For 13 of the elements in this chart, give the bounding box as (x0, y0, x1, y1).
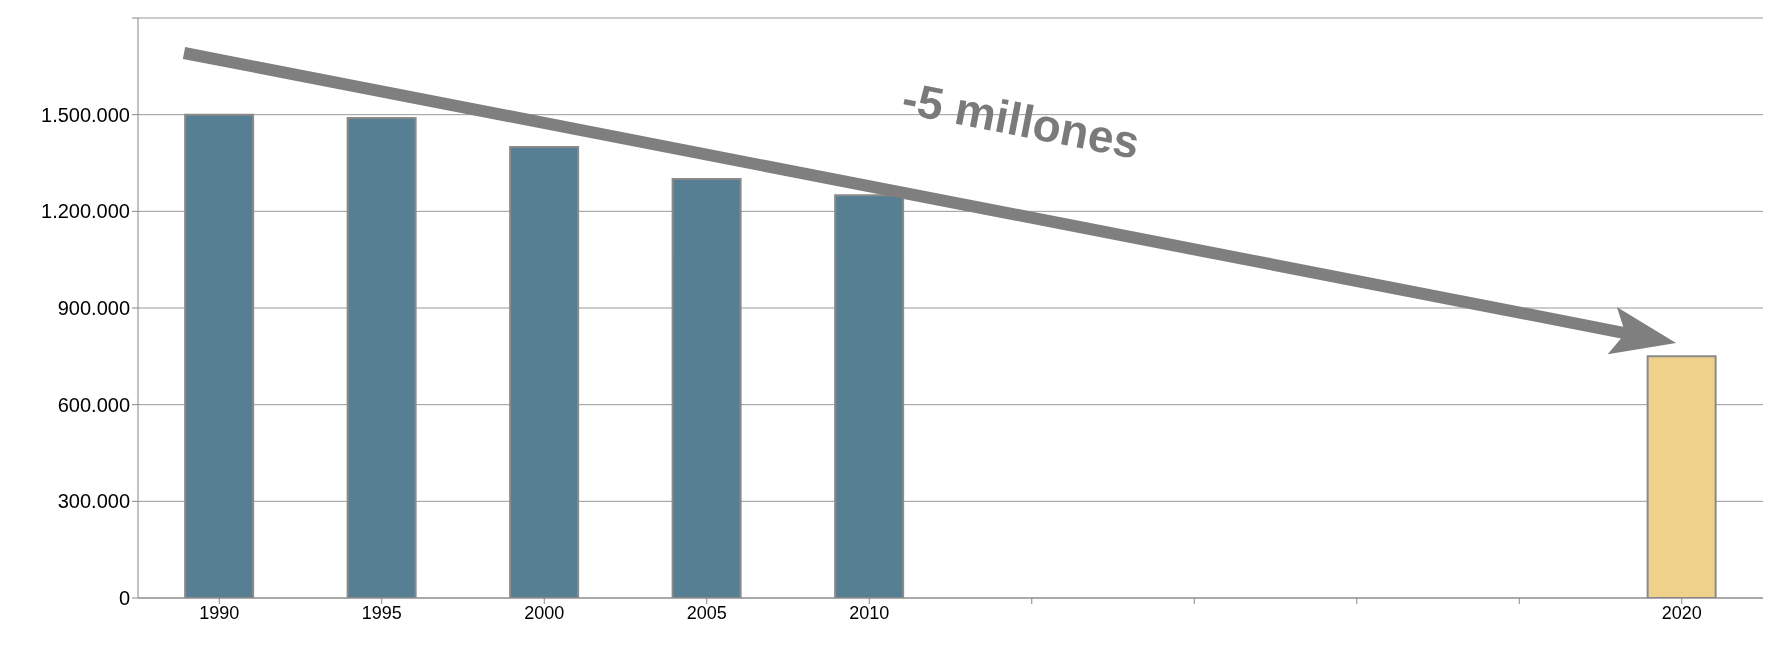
x-tick-label: 2005 (686, 602, 727, 623)
x-tick-label: 2010 (849, 602, 890, 623)
x-tick-label: 2000 (524, 602, 565, 623)
y-tick-label: 600.000 (57, 393, 130, 416)
x-tick-label: 1995 (361, 602, 402, 623)
y-tick-label: 0 (118, 587, 130, 610)
x-tick-label: 1990 (199, 602, 240, 623)
y-tick-label: 1.200.000 (41, 200, 130, 223)
annotation: -5 millones (898, 71, 1144, 169)
y-tick-label: 1.500.000 (41, 103, 130, 126)
x-tick-label: 2020 (1661, 602, 1702, 623)
y-tick-label: 300.000 (57, 490, 130, 513)
y-tick-label: 900.000 (57, 297, 130, 320)
